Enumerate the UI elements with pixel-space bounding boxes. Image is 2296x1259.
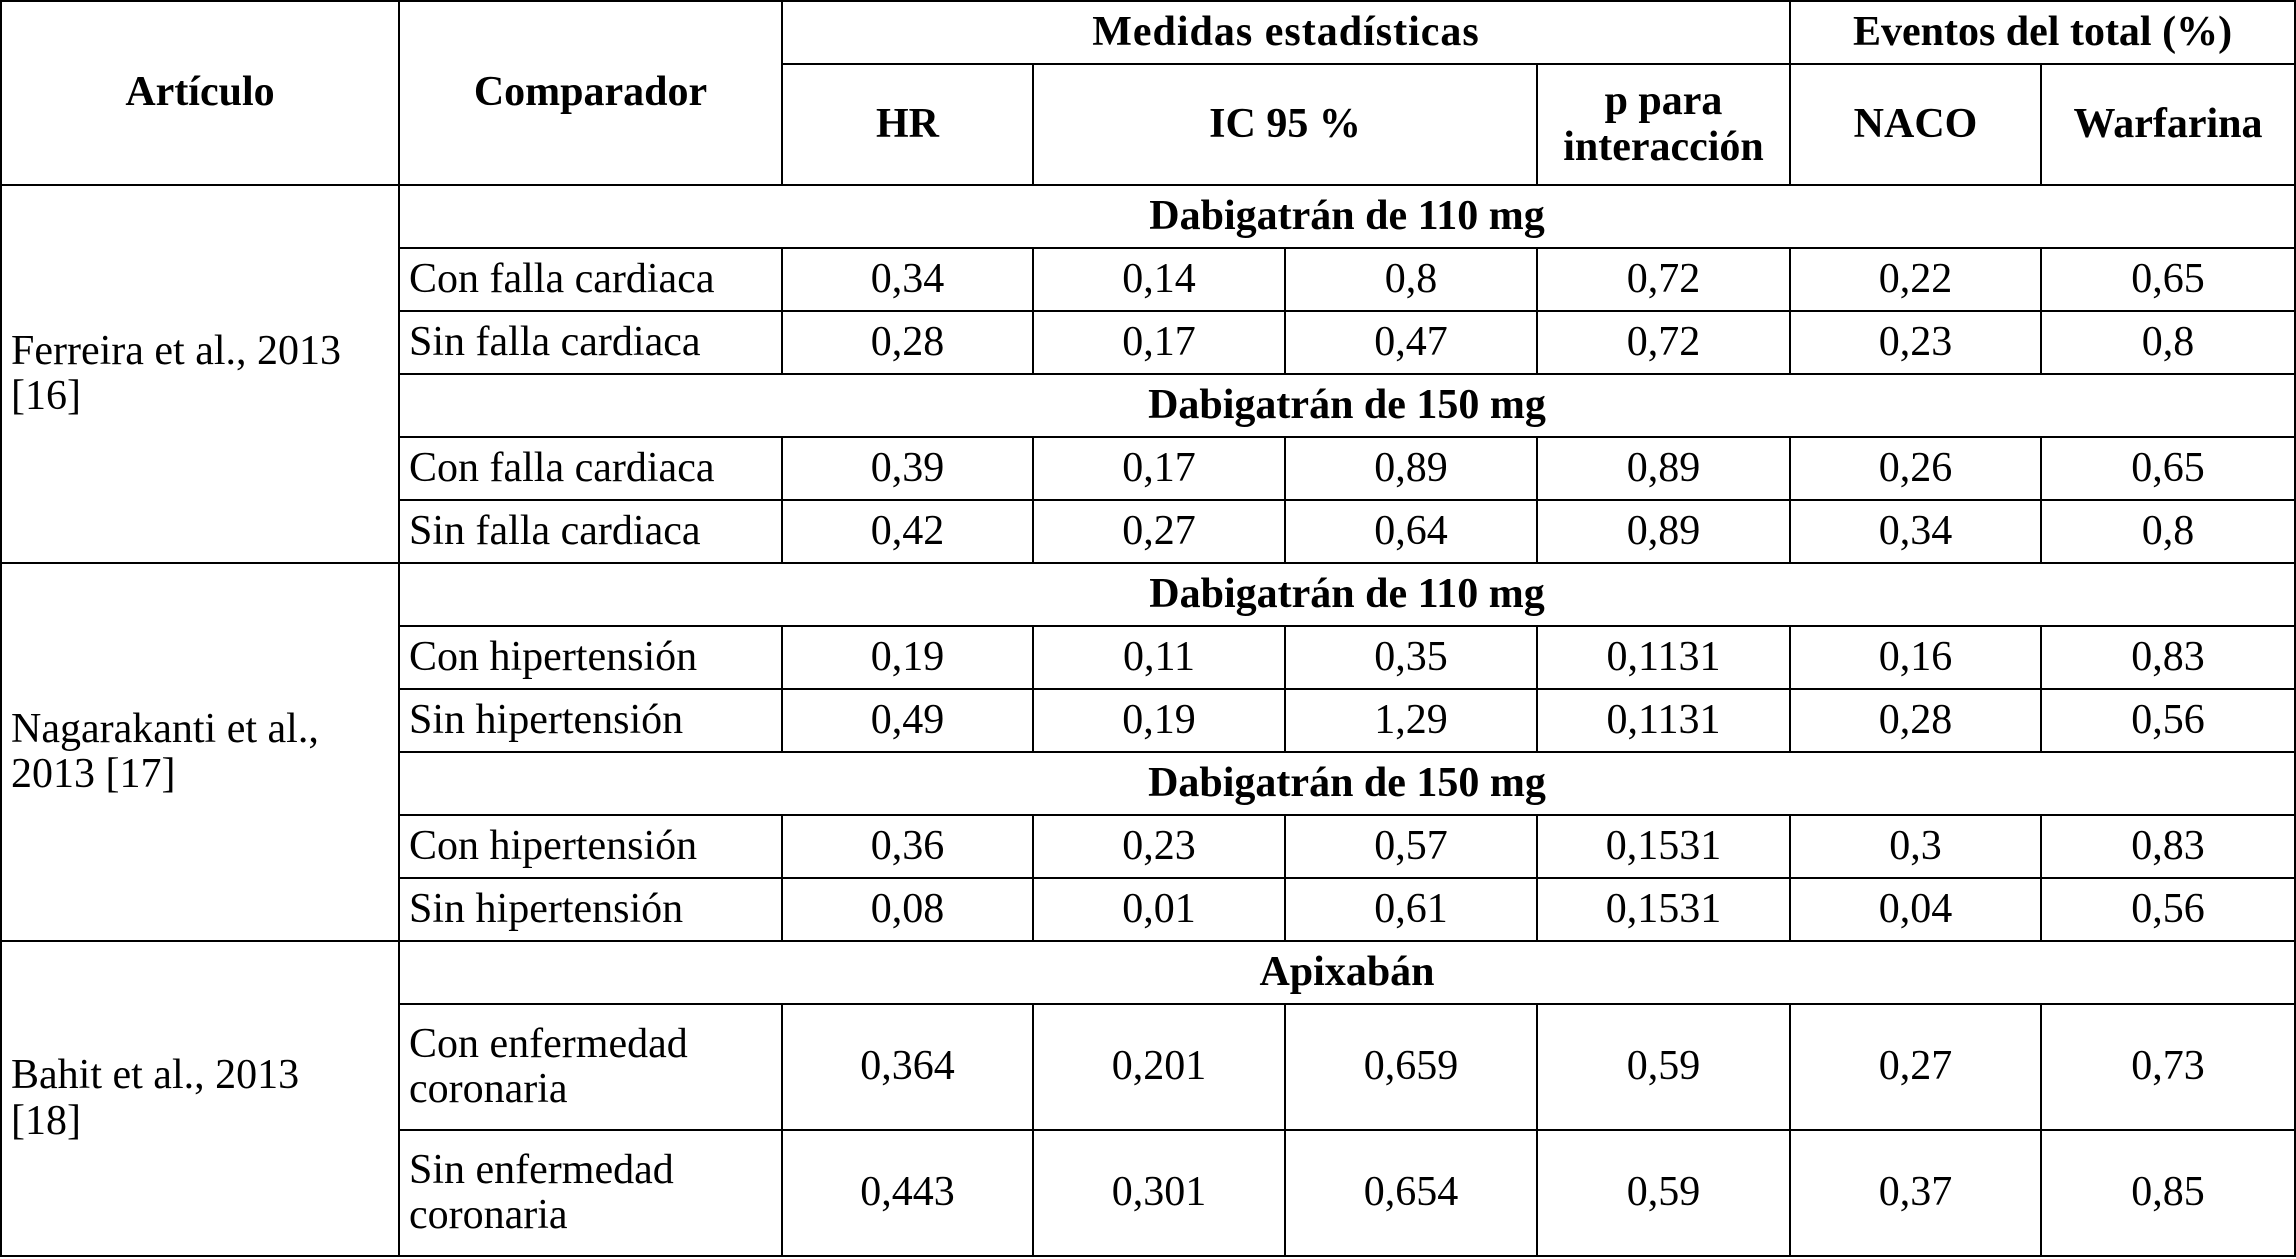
ic-low-cell: 0,27 (1032, 499, 1286, 564)
ic-low-cell: 0,17 (1032, 436, 1286, 501)
ic-high-cell: 0,61 (1284, 877, 1538, 942)
hr-cell: 0,49 (781, 688, 1034, 753)
hr-cell: 0,28 (781, 310, 1034, 375)
comparador-cell: Con falla cardiaca (398, 247, 783, 312)
group-title: Dabigatrán de 150 mg (397, 751, 2296, 816)
table-row: Con hipertensión 0,19 0,11 0,35 0,1131 0… (1, 625, 2296, 690)
warfarina-cell: 0,83 (2039, 625, 2296, 690)
naco-cell: 0,34 (1789, 499, 2042, 564)
header-medidas-estadisticas: Medidas estadísticas (781, 0, 1791, 65)
hr-cell: 0,42 (781, 499, 1034, 564)
warfarina-cell: 0,85 (2039, 1129, 2296, 1257)
hr-cell: 0,39 (781, 436, 1034, 501)
group-title: Dabigatrán de 150 mg (397, 373, 2296, 438)
warfarina-cell: 0,8 (2039, 310, 2296, 375)
naco-cell: 0,04 (1789, 877, 2042, 942)
ic-high-cell: 0,35 (1284, 625, 1538, 690)
table-row: Con enfermedad coronaria 0,364 0,201 0,65… (1, 1003, 2296, 1131)
ic-low-cell: 0,201 (1032, 1003, 1286, 1131)
comparador-cell: Con hipertensión (398, 814, 783, 879)
p-cell: 0,89 (1536, 499, 1791, 564)
comparador-cell: Sin falla cardiaca (398, 499, 783, 564)
header-comparador: Comparador (398, 0, 783, 186)
warfarina-cell: 0,56 (2039, 688, 2296, 753)
naco-cell: 0,26 (1789, 436, 2042, 501)
group-title: Dabigatrán de 110 mg (397, 562, 2296, 627)
table-row: Sin hipertensión 0,08 0,01 0,61 0,1531 0… (1, 877, 2296, 942)
header-ic-95: IC 95 % (1032, 63, 1538, 186)
table-row: Con hipertensión 0,36 0,23 0,57 0,1531 0… (1, 814, 2296, 879)
group-title: Dabigatrán de 110 mg (397, 184, 2296, 249)
p-cell: 0,72 (1536, 310, 1791, 375)
group-title: Apixabán (397, 940, 2296, 1005)
comparador-cell: Sin hipertensión (398, 877, 783, 942)
hr-cell: 0,34 (781, 247, 1034, 312)
table-row: Sin falla cardiaca 0,42 0,27 0,64 0,89 0… (1, 499, 2296, 564)
ic-high-cell: 0,654 (1284, 1129, 1538, 1257)
ic-low-cell: 0,17 (1032, 310, 1286, 375)
warfarina-cell: 0,8 (2039, 499, 2296, 564)
p-cell: 0,1131 (1536, 688, 1791, 753)
ic-low-cell: 0,19 (1032, 688, 1286, 753)
hr-cell: 0,443 (781, 1129, 1034, 1257)
p-cell: 0,89 (1536, 436, 1791, 501)
table-row: Con falla cardiaca 0,39 0,17 0,89 0,89 0… (1, 436, 2296, 501)
warfarina-cell: 0,65 (2039, 247, 2296, 312)
naco-cell: 0,3 (1789, 814, 2042, 879)
table-row: Con falla cardiaca 0,34 0,14 0,8 0,72 0,… (1, 247, 2296, 312)
table-row: Sin hipertensión 0,49 0,19 1,29 0,1131 0… (1, 688, 2296, 753)
comparador-cell: Sin enfermedad coronaria (398, 1129, 783, 1257)
warfarina-cell: 0,56 (2039, 877, 2296, 942)
p-cell: 0,59 (1536, 1003, 1791, 1131)
ic-high-cell: 0,8 (1284, 247, 1538, 312)
comparador-cell: Sin falla cardiaca (398, 310, 783, 375)
naco-cell: 0,16 (1789, 625, 2042, 690)
p-cell: 0,1131 (1536, 625, 1791, 690)
ic-high-cell: 0,64 (1284, 499, 1538, 564)
p-cell: 0,72 (1536, 247, 1791, 312)
warfarina-cell: 0,83 (2039, 814, 2296, 879)
hr-cell: 0,19 (781, 625, 1034, 690)
naco-cell: 0,27 (1789, 1003, 2042, 1131)
header-eventos-del-total: Eventos del total (%) (1788, 0, 2296, 65)
hr-cell: 0,08 (781, 877, 1034, 942)
comparador-cell: Con hipertensión (398, 625, 783, 690)
hr-cell: 0,364 (781, 1003, 1034, 1131)
warfarina-cell: 0,73 (2039, 1003, 2296, 1131)
ic-low-cell: 0,14 (1032, 247, 1286, 312)
warfarina-cell: 0,65 (2039, 436, 2296, 501)
comparador-cell: Con enfermedad coronaria (398, 1003, 783, 1131)
header-p-interaccion: p para interacción (1536, 63, 1791, 186)
hr-cell: 0,36 (781, 814, 1034, 879)
ic-low-cell: 0,301 (1032, 1129, 1286, 1257)
article-cell: Nagarakanti et al., 2013 [17] (0, 562, 400, 942)
naco-cell: 0,22 (1789, 247, 2042, 312)
ic-high-cell: 0,47 (1284, 310, 1538, 375)
p-cell: 0,1531 (1536, 877, 1791, 942)
ic-high-cell: 0,57 (1284, 814, 1538, 879)
ic-high-cell: 1,29 (1284, 688, 1538, 753)
naco-cell: 0,28 (1789, 688, 2042, 753)
article-cell: Ferreira et al., 2013 [16] (0, 184, 400, 564)
p-cell: 0,1531 (1536, 814, 1791, 879)
header-warfarina: Warfarina (2039, 63, 2296, 186)
ic-high-cell: 0,89 (1284, 436, 1538, 501)
article-cell: Bahit et al., 2013 [18] (0, 940, 400, 1257)
ic-low-cell: 0,23 (1032, 814, 1286, 879)
ic-low-cell: 0,11 (1032, 625, 1286, 690)
comparador-cell: Sin hipertensión (398, 688, 783, 753)
header-naco: NACO (1789, 63, 2042, 186)
header-hr: HR (781, 63, 1034, 186)
comparador-cell: Con falla cardiaca (398, 436, 783, 501)
table-row: Sin enfermedad coronaria 0,443 0,301 0,65… (1, 1129, 2296, 1257)
header-articulo: Artículo (0, 0, 400, 186)
naco-cell: 0,23 (1789, 310, 2042, 375)
ic-high-cell: 0,659 (1284, 1003, 1538, 1131)
table-row: Sin falla cardiaca 0,28 0,17 0,47 0,72 0… (1, 310, 2296, 375)
naco-cell: 0,37 (1789, 1129, 2042, 1257)
p-cell: 0,59 (1536, 1129, 1791, 1257)
ic-low-cell: 0,01 (1032, 877, 1286, 942)
